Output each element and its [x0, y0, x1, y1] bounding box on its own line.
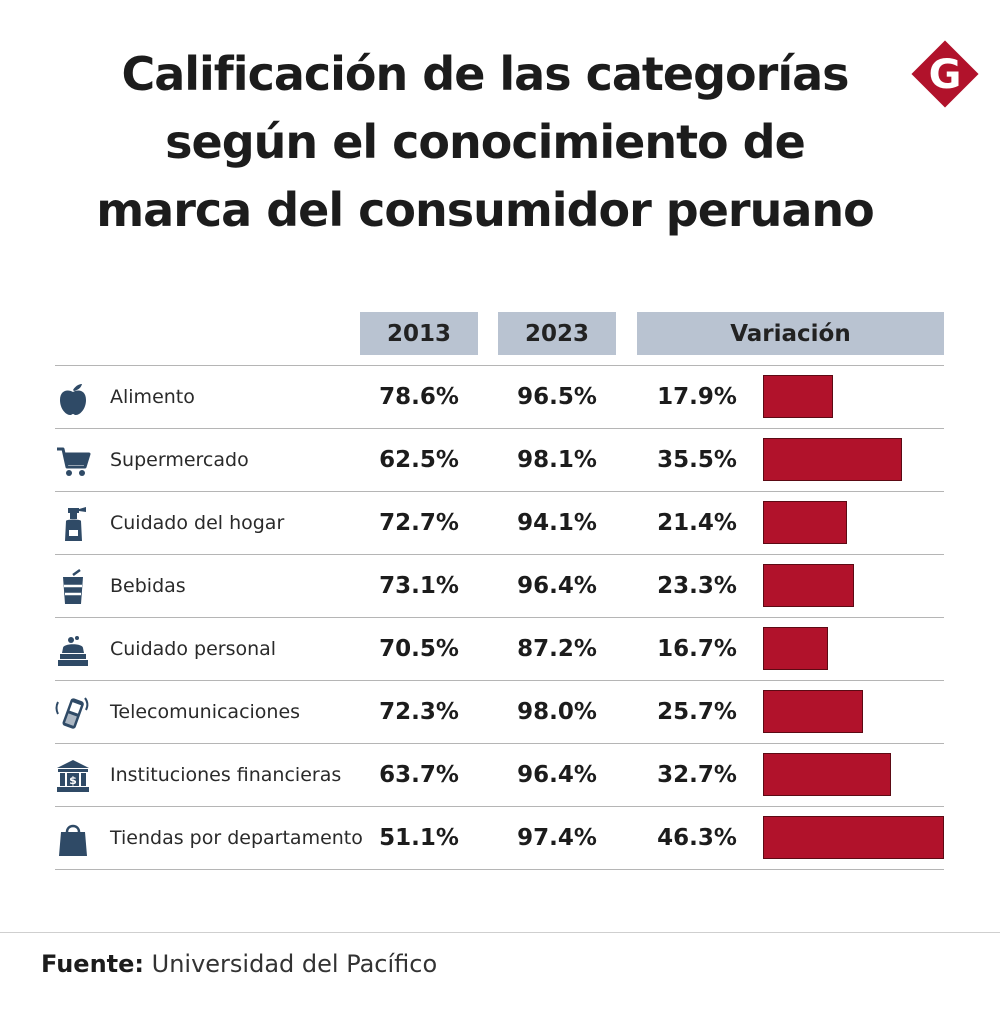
variation-bar — [763, 627, 828, 670]
value-2023: 94.1% — [517, 510, 597, 536]
value-2023: 97.4% — [517, 825, 597, 851]
variation-value: 17.9% — [657, 384, 737, 410]
value-2023: 96.4% — [517, 573, 597, 599]
table-row: Telecomunicaciones 72.3% 98.0% 25.7% — [55, 680, 944, 743]
mobile-phone-icon — [55, 697, 89, 729]
category-label: Cuidado del hogar — [110, 512, 285, 534]
header-2023: 2023 — [498, 312, 616, 355]
value-2013: 63.7% — [379, 762, 459, 788]
logo-letter: G — [929, 52, 962, 98]
table-row: Supermercado 62.5% 98.1% 35.5% — [55, 428, 944, 491]
variation-bar — [763, 375, 833, 418]
footer-divider — [0, 932, 1000, 933]
variation-value: 16.7% — [657, 636, 737, 662]
chart-title: Calificación de las categorías según el … — [60, 40, 910, 244]
soap-icon — [58, 636, 88, 666]
value-2013: 51.1% — [379, 825, 459, 851]
value-2023: 96.5% — [517, 384, 597, 410]
table-row: Tiendas por departamento 51.1% 97.4% 46.3% — [55, 806, 944, 870]
variation-value: 23.3% — [657, 573, 737, 599]
header-variation: Variación — [637, 312, 944, 355]
source-label: Fuente: — [41, 950, 144, 978]
value-2023: 96.4% — [517, 762, 597, 788]
value-2013: 72.7% — [379, 510, 459, 536]
gestion-logo: G — [908, 37, 982, 111]
variation-value: 46.3% — [657, 825, 737, 851]
value-2013: 62.5% — [379, 447, 459, 473]
variation-bar — [763, 438, 902, 481]
table-row: Bebidas 73.1% 96.4% 23.3% — [55, 554, 944, 617]
variation-value: 25.7% — [657, 699, 737, 725]
variation-value: 32.7% — [657, 762, 737, 788]
variation-bar — [763, 753, 891, 796]
shopping-bag-icon — [59, 824, 87, 856]
apple-icon — [60, 384, 86, 415]
value-2023: 98.0% — [517, 699, 597, 725]
value-2013: 78.6% — [379, 384, 459, 410]
title-line-3: marca del consumidor peruano — [96, 183, 875, 237]
value-2013: 73.1% — [379, 573, 459, 599]
category-label: Tiendas por departamento — [110, 827, 363, 849]
variation-bar — [763, 564, 854, 607]
category-label: Bebidas — [110, 575, 186, 597]
value-2023: 87.2% — [517, 636, 597, 662]
variation-value: 21.4% — [657, 510, 737, 536]
variation-bar — [763, 690, 863, 733]
variation-bar — [763, 816, 944, 859]
shopping-cart-icon — [57, 447, 91, 476]
variation-value: 35.5% — [657, 447, 737, 473]
table-row: Alimento 78.6% 96.5% 17.9% — [55, 365, 944, 428]
category-label: Telecomunicaciones — [110, 701, 301, 723]
title-line-2: según el conocimiento de — [165, 115, 806, 169]
category-label: Cuidado personal — [110, 638, 277, 660]
source-note: Fuente: Universidad del Pacífico — [41, 950, 437, 978]
header-2013: 2013 — [360, 312, 478, 355]
category-label: Instituciones financieras — [110, 764, 342, 786]
table-row: $ Instituciones financieras 63.7% 96.4% 32.7… — [55, 743, 944, 806]
title-line-1: Calificación de las categorías — [121, 47, 849, 101]
value-2013: 70.5% — [379, 636, 459, 662]
source-text: Universidad del Pacífico — [151, 950, 438, 978]
table-row: Cuidado personal 70.5% 87.2% 16.7% — [55, 617, 944, 680]
category-label: Alimento — [110, 386, 195, 408]
spray-bottle-icon — [65, 507, 86, 541]
value-2013: 72.3% — [379, 699, 459, 725]
drink-cup-icon — [63, 569, 83, 604]
variation-bar — [763, 501, 847, 544]
category-label: Supermercado — [110, 449, 249, 471]
bank-icon: $ — [57, 760, 89, 792]
table-row: Cuidado del hogar 72.7% 94.1% 21.4% — [55, 491, 944, 554]
svg-text:$: $ — [69, 774, 77, 787]
value-2023: 98.1% — [517, 447, 597, 473]
